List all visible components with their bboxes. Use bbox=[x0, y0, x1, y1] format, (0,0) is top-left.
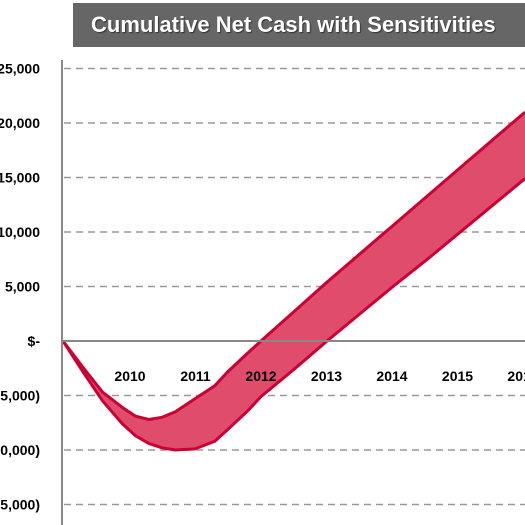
band-area bbox=[63, 112, 525, 450]
y-tick-label: 25,000 bbox=[0, 61, 40, 77]
x-tick-label: 2010 bbox=[114, 368, 145, 384]
x-tick-label: 2015 bbox=[442, 368, 473, 384]
y-tick-label: (15,000) bbox=[0, 497, 40, 513]
upper-bound-line bbox=[61, 110, 525, 421]
chart-title-bar: Cumulative Net Cash with Sensitivities bbox=[73, 3, 525, 47]
y-tick-label: (5,000) bbox=[0, 388, 40, 404]
x-tick-label: 2014 bbox=[376, 368, 407, 384]
gridlines bbox=[64, 67, 525, 506]
x-tick-label: 2011 bbox=[180, 368, 211, 384]
x-tick-label: 2012 bbox=[245, 368, 276, 384]
y-tick-label: 5,000 bbox=[5, 279, 40, 295]
y-tick-label: (10,000) bbox=[0, 442, 40, 458]
chart-title: Cumulative Net Cash with Sensitivities bbox=[91, 12, 496, 37]
y-tick-label: $- bbox=[28, 333, 41, 349]
x-tick-label: 2016 bbox=[507, 368, 525, 384]
y-tick-labels: (15,000) (10,000) (5,000) $- 5,000 10,000 15,0… bbox=[0, 61, 40, 513]
x-tick-labels: 2010 2011 2012 2013 2014 2015 2016 bbox=[114, 368, 525, 384]
sensitivity-band bbox=[61, 110, 525, 452]
lower-bound-line bbox=[61, 177, 525, 452]
x-tick-label: 2013 bbox=[311, 368, 342, 384]
axes bbox=[61, 60, 525, 525]
y-tick-label: 20,000 bbox=[0, 115, 40, 131]
y-tick-label: 15,000 bbox=[0, 170, 40, 186]
y-tick-label: 10,000 bbox=[0, 224, 40, 240]
